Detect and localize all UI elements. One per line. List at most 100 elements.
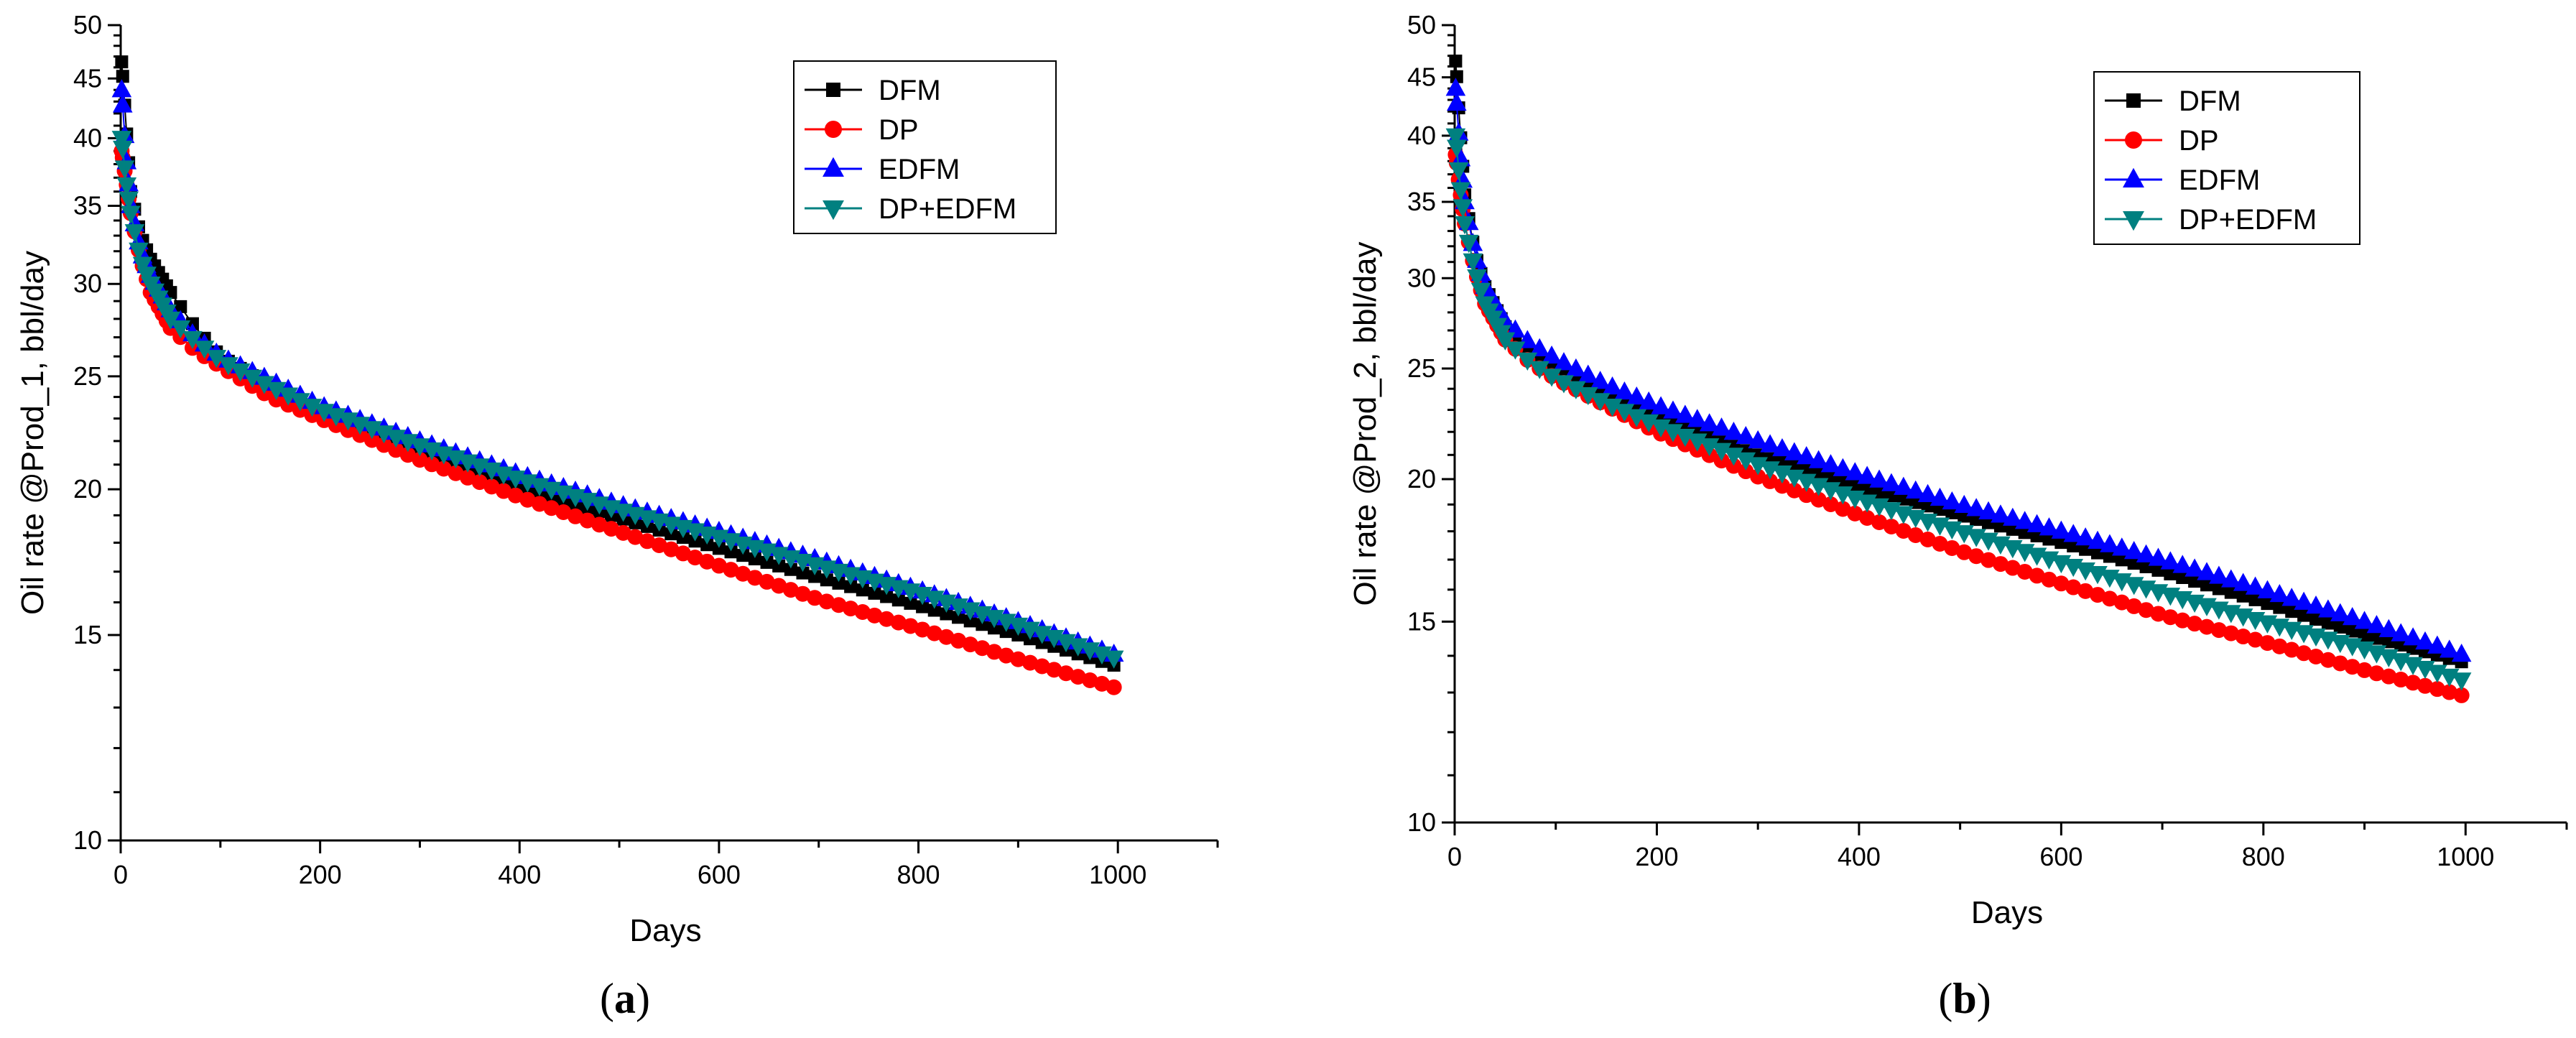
data-point-marker [2257,580,2278,598]
data-point-marker [1639,391,1659,410]
data-point-marker [1663,400,1683,419]
y-axis-label: Oil rate @Prod_1, bbl/day [15,251,50,615]
y-tick-label: 35 [73,191,102,221]
data-point-marker [1517,352,1538,371]
y-tick-label: 40 [73,123,102,152]
series-line [121,138,1114,659]
data-point-marker [2391,623,2411,641]
y-tick-label: 30 [1407,263,1436,292]
data-point-marker [2453,687,2470,703]
data-point-marker [1711,442,1732,461]
panel-label: (b) [1938,975,1991,1022]
y-tick-label: 45 [73,63,102,93]
data-point-marker [1505,341,1526,360]
data-point-marker [1760,434,1780,453]
x-tick-label: 0 [113,860,128,889]
legend: DFM DP EDFM DP+EDFM [793,60,1057,234]
legend-label: DP+EDFM [879,193,1016,225]
legend-item-edfm: EDFM [2105,164,2260,196]
legend-label: DFM [879,75,941,106]
data-point-marker [2088,530,2108,550]
y-tick-label: 10 [73,825,102,855]
data-point-marker [2197,562,2217,580]
y-tick-label: 20 [1407,464,1436,493]
data-point-marker [1687,433,1708,452]
panel-label: (a) [600,975,650,1022]
data-point-marker [2003,507,2023,526]
data-point-marker [1736,452,1756,471]
data-point-marker [1663,424,1683,442]
y-tick-label: 20 [73,474,102,504]
data-point-marker [1881,473,1901,491]
data-point-marker [1845,462,1866,481]
data-point-marker [2014,511,2035,529]
legend-marker [823,200,844,221]
y-tick-label: 25 [1407,353,1436,383]
data-point-marker [1833,458,1853,476]
panel-letter: a [614,975,636,1022]
data-point-marker [1820,454,1841,473]
y-tick-label: 25 [73,361,102,391]
data-point-marker [1626,386,1647,405]
x-tick-label: 600 [698,860,741,889]
data-point-marker [2233,573,2253,591]
data-point-marker [1808,450,1829,468]
legend-item-dfm: DFM [2105,85,2241,117]
legend-marker [2125,131,2142,149]
panel-letter: b [1952,975,1976,1022]
data-point-marker [2451,644,2472,662]
x-tick-label: 200 [299,860,342,889]
data-point-marker [2378,618,2399,637]
x-tick-label: 600 [2039,842,2082,871]
x-axis-label: Days [1971,895,2043,930]
data-point-marker [1929,487,1950,506]
data-point-marker [1699,413,1720,432]
data-point-marker [1103,650,1124,669]
series-line [1455,88,2462,655]
data-point-marker [1736,425,1756,445]
data-point-marker [2026,514,2047,532]
y-axis-label: Oil rate @Prod_2, bbl/day [1348,242,1383,606]
data-point-marker [1991,504,2011,523]
data-point-marker [2439,639,2460,658]
data-point-marker [1675,428,1695,448]
data-point-marker [1905,480,1926,499]
y-tick-label: 15 [1407,606,1436,636]
data-point-marker [2342,607,2363,626]
x-tick-label: 400 [498,860,541,889]
data-point-marker [2160,551,2181,570]
data-point-marker [1651,396,1671,414]
legend-item-edfm: EDFM [805,154,960,185]
data-point-marker [1772,437,1792,457]
legend-label: DP [879,114,919,146]
data-point-marker [1723,422,1744,440]
legend-marker [2123,167,2144,188]
y-tick-label: 30 [73,269,102,298]
legend-label: DP [2179,125,2219,157]
x-tick-label: 0 [1447,842,1462,871]
y-tick-label: 50 [1407,10,1436,40]
y-tick-label: 45 [1407,62,1436,92]
data-point-marker [2123,540,2144,560]
data-point-marker [1857,465,1877,484]
data-point-marker [2184,558,2205,577]
legend-label: EDFM [2179,164,2260,196]
data-point-marker [1978,501,1998,519]
data-point-marker [1748,430,1768,449]
data-point-marker [2415,631,2435,650]
legend-label: DFM [2179,85,2241,117]
x-tick-label: 1000 [1089,860,1146,889]
legend-item-dp: DP [2105,125,2219,157]
legend-marker [2126,93,2141,108]
y-tick-label: 10 [1407,807,1436,837]
x-tick-label: 400 [1838,842,1881,871]
data-point-marker [1445,78,1466,96]
data-point-marker [2330,603,2350,621]
data-point-marker [1954,494,1975,514]
data-point-marker [194,340,215,359]
legend-label: DP+EDFM [2179,204,2317,236]
legend-marker [825,121,842,138]
data-point-marker [2269,583,2290,603]
data-point-marker [2403,627,2423,646]
data-point-marker [2136,544,2156,562]
